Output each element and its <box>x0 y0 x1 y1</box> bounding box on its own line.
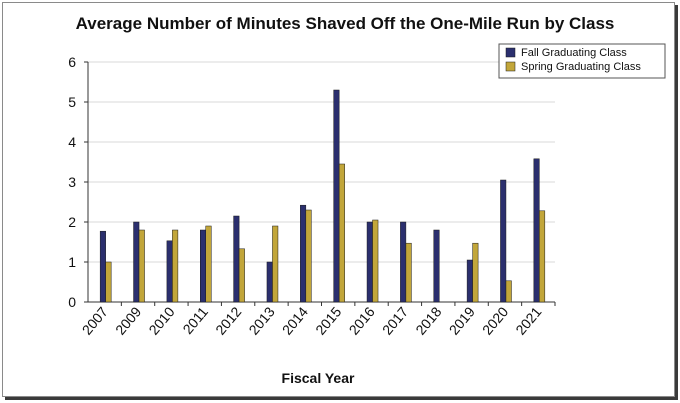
x-axis-ticks: 2007 2009 2010 2011 2012 2013 2014 2015 2016 2017… <box>79 302 556 338</box>
x-tick-label: 2018 <box>412 303 444 337</box>
x-tick-label: 2016 <box>346 303 378 337</box>
y-axis-ticks: 0 1 2 3 4 5 6 <box>68 54 88 310</box>
x-tick-label: 2012 <box>212 303 244 337</box>
bar <box>433 229 440 303</box>
bar <box>272 225 279 303</box>
bar <box>133 221 140 303</box>
bar <box>105 261 112 303</box>
x-tick-label: 2011 <box>179 303 211 337</box>
legend-swatch <box>505 61 516 72</box>
bars <box>99 89 546 303</box>
x-tick-label: 2007 <box>79 303 111 337</box>
bar <box>466 259 473 303</box>
legend-label: Fall Graduating Class <box>521 47 627 59</box>
y-tick-label: 1 <box>68 254 76 270</box>
chart-title: Average Number of Minutes Shaved Off the… <box>76 14 615 33</box>
x-tick-label: 2020 <box>479 303 511 337</box>
x-tick-label: 2019 <box>446 303 478 337</box>
y-tick-label: 6 <box>68 54 76 70</box>
x-axis-label: Fiscal Year <box>282 370 355 386</box>
bar <box>200 229 206 303</box>
bar <box>172 229 179 303</box>
bar <box>233 215 240 303</box>
x-tick-label: 2017 <box>379 303 411 337</box>
bar <box>405 242 412 303</box>
bar <box>300 204 307 303</box>
bar <box>333 89 340 303</box>
bar <box>539 210 546 303</box>
legend: Fall Graduating Class Spring Graduating C… <box>498 43 666 79</box>
y-tick-label: 5 <box>68 94 76 110</box>
legend-label: Spring Graduating Class <box>521 61 641 73</box>
y-tick-label: 0 <box>68 294 76 310</box>
bar <box>505 280 512 303</box>
bar <box>266 261 273 303</box>
x-tick-label: 2010 <box>145 303 177 337</box>
x-tick-label: 2009 <box>112 303 144 337</box>
gridlines <box>88 61 555 263</box>
bar <box>372 219 379 303</box>
x-tick-label: 2015 <box>312 303 344 337</box>
bar <box>338 163 345 303</box>
bar <box>472 242 479 303</box>
y-tick-label: 3 <box>68 174 76 190</box>
bar <box>400 221 407 303</box>
bar <box>500 179 507 303</box>
bar <box>533 158 540 303</box>
bar <box>305 209 312 303</box>
bar <box>238 248 245 303</box>
legend-box <box>498 43 666 79</box>
x-tick-label: 2013 <box>245 303 277 337</box>
x-tick-label: 2014 <box>279 303 311 337</box>
bar <box>366 221 373 303</box>
x-tick-label: 2021 <box>512 303 544 337</box>
bar <box>99 230 106 303</box>
bar <box>205 225 212 303</box>
bar <box>138 229 145 303</box>
y-tick-label: 2 <box>68 214 76 230</box>
bar <box>166 240 173 303</box>
y-tick-label: 4 <box>68 134 76 150</box>
legend-swatch <box>505 47 516 58</box>
